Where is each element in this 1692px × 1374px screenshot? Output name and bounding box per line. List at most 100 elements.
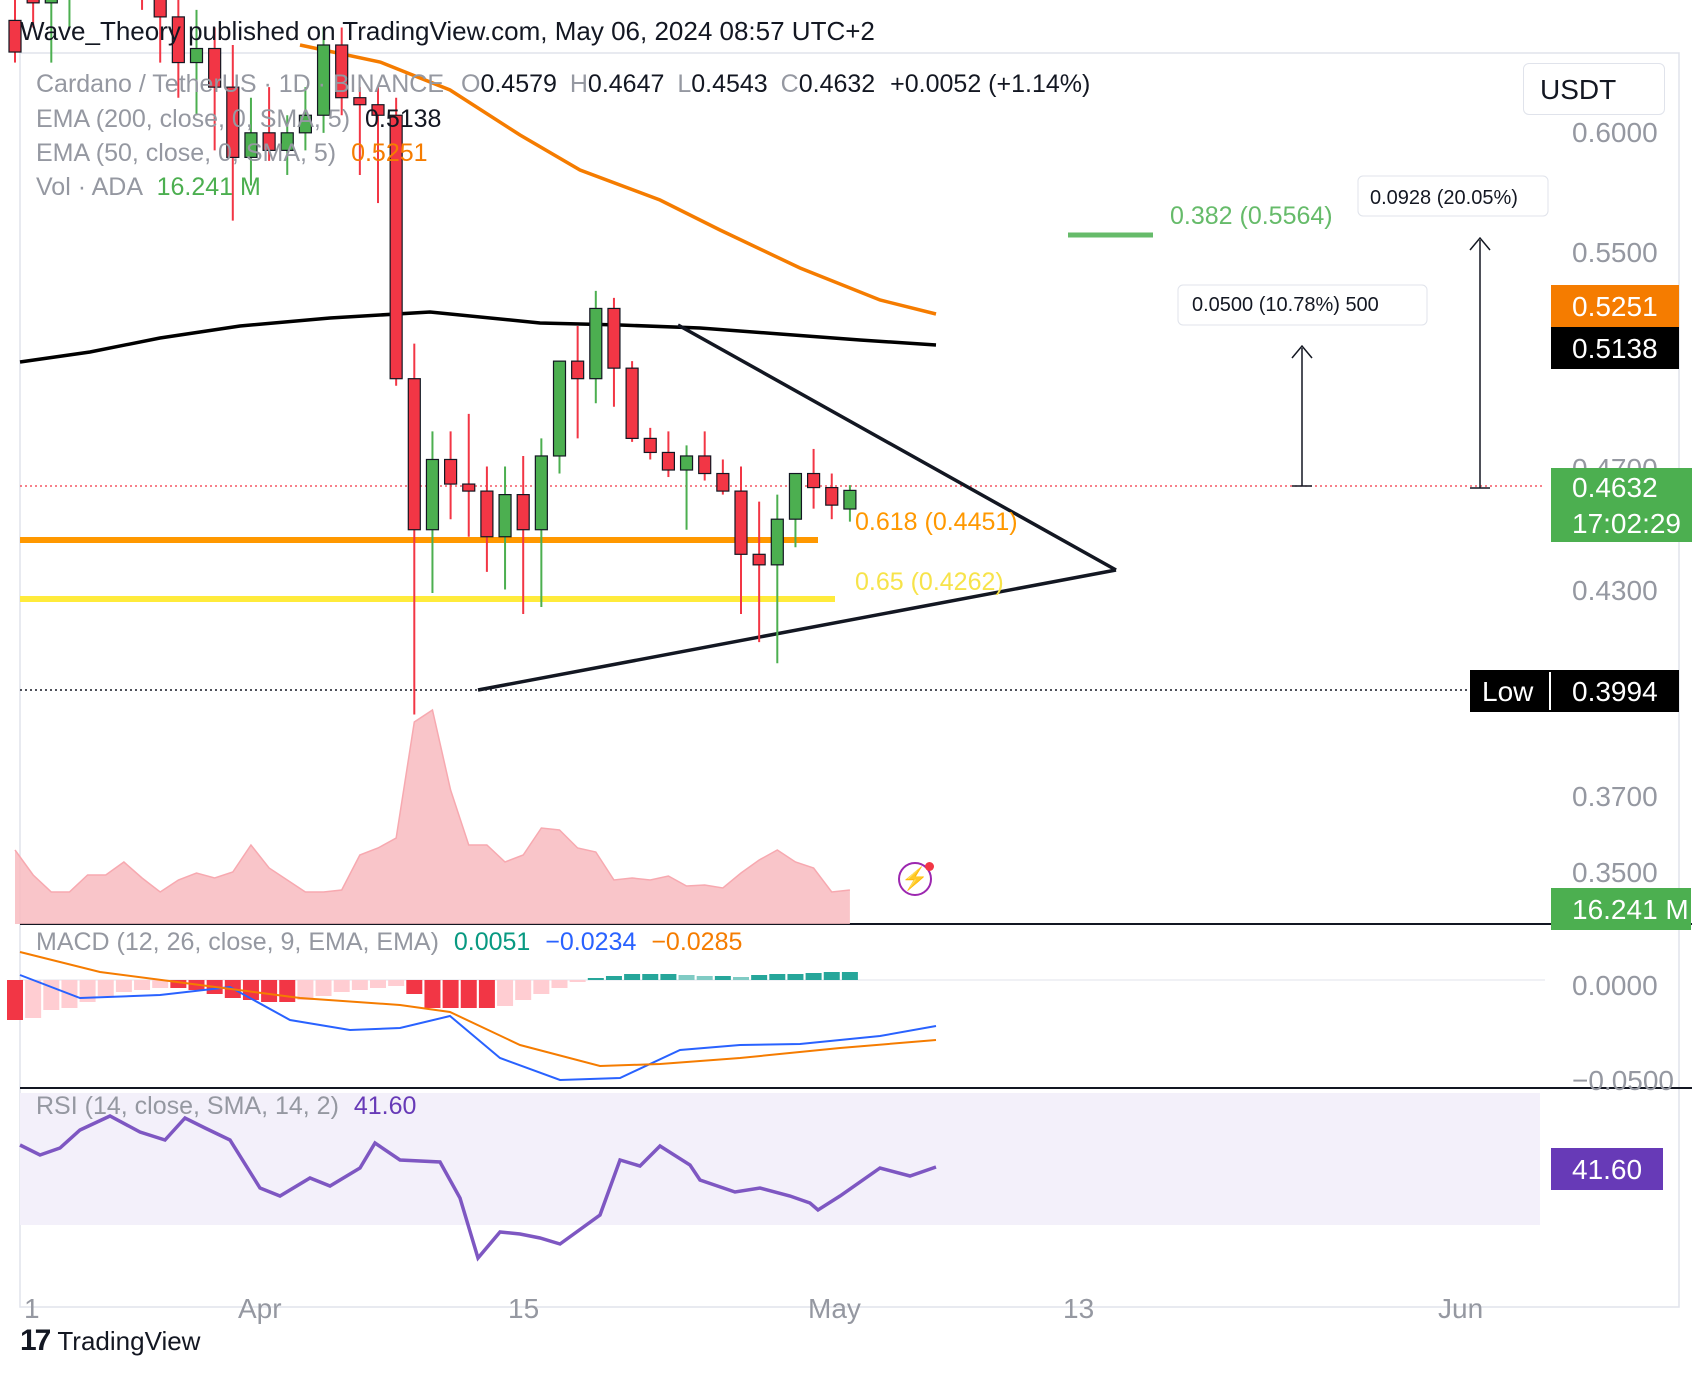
macd-hist-bar (242, 980, 259, 1000)
macd-hist-bar (769, 974, 786, 980)
macd-hist-bar (442, 980, 459, 1008)
high-value: 0.4647 (587, 70, 665, 98)
low-tag-label: Low (1482, 676, 1534, 707)
ema200-label: EMA (200, close, 0, SMA, 5) (36, 105, 351, 133)
measure-1-arrowhead (1291, 344, 1313, 487)
macd-hist-bar (279, 980, 296, 1002)
macd-hist-bar (460, 980, 477, 1008)
macd-hist-bar (297, 980, 314, 1000)
macd-hist-bar (388, 980, 405, 986)
candle-body (806, 472, 821, 489)
rsi-tag (1551, 1148, 1663, 1190)
last-price-tag (1551, 468, 1692, 542)
macd-hist-bar (261, 980, 278, 1002)
macd-hist-bar (424, 980, 441, 1008)
macd-hist-bar (787, 974, 804, 980)
candle-body (788, 472, 803, 520)
candle-body (244, 132, 258, 158)
tradingview-logo-icon[interactable]: 17 (20, 1324, 51, 1357)
candle-body (679, 455, 694, 471)
volume-label: Vol · ADA (36, 173, 142, 201)
candle-body (589, 307, 603, 380)
macd-signal-value: −0.0285 (651, 928, 743, 956)
candle-body (498, 494, 512, 538)
price-tick-label: 0.6000 (1572, 117, 1658, 148)
macd-hist-bar (515, 980, 532, 1000)
macd-hist-bar (624, 974, 641, 980)
candle-body (825, 486, 839, 506)
footer: 17 TradingView (20, 1324, 200, 1358)
currency-button[interactable]: USDT (1523, 63, 1665, 115)
macd-hist-bar (605, 976, 622, 980)
measure-2-label: 0.0928 (20.05%) (1370, 187, 1518, 209)
macd-signal-line (19, 951, 937, 1068)
macd-hist-bar (587, 978, 604, 980)
candle-body (171, 16, 185, 64)
volume-area (15, 710, 850, 924)
macd-hist-bar (478, 980, 495, 1008)
macd-line-value: −0.0234 (545, 928, 637, 956)
macd-hist-bar (497, 980, 514, 1006)
last-price-tag-label: 0.4632 (1572, 472, 1658, 503)
measure-2-box (1357, 175, 1549, 217)
candle-body (44, 0, 58, 4)
rsi-value: 41.60 (353, 1092, 417, 1120)
candle-body (734, 490, 748, 555)
macd-hist-bar (351, 980, 368, 990)
publisher-line: Wave_Theory published on TradingView.com… (20, 16, 875, 46)
open-value: 0.4579 (480, 70, 557, 98)
ema200-value: 0.5138 (364, 105, 442, 133)
candle-body (752, 553, 766, 566)
notification-dot (925, 862, 934, 871)
rsi-label: RSI (14, close, SMA, 14, 2) (36, 1092, 339, 1120)
macd-hist-bar (805, 973, 822, 980)
rsi-tag-label: 41.60 (1572, 1154, 1642, 1185)
change-value: +0.0052 (+1.14%) (890, 70, 1091, 98)
triangle-pattern (477, 323, 1117, 692)
candle-body (843, 489, 857, 510)
macd-hist-bar (25, 980, 42, 1018)
macd-hist-bar (696, 976, 713, 980)
macd-hist-bar (152, 980, 169, 988)
candle-body (335, 44, 349, 99)
price-tick-label: 0.3700 (1572, 781, 1658, 812)
low-tag (1470, 670, 1679, 712)
rsi-band (20, 1093, 1540, 1225)
candle-body (371, 104, 385, 116)
macd-hist-bar (533, 980, 550, 994)
rsi-legend: RSI (14, close, SMA, 14, 2) 41.60 (36, 1092, 416, 1121)
candle-body (26, 0, 40, 4)
ema50-label: EMA (50, close, 0, SMA, 5) (36, 139, 337, 167)
candle-body (353, 97, 367, 106)
candle-body (407, 378, 421, 531)
time-tick-label: 13 (1063, 1293, 1094, 1324)
candle-body (480, 490, 494, 538)
candle-body (316, 44, 331, 116)
open-label: O (460, 70, 481, 98)
time-tick-label: 15 (508, 1293, 539, 1324)
candle-body (770, 518, 784, 566)
macd-hist-value: 0.0051 (453, 928, 531, 956)
close-label: C (780, 70, 799, 98)
macd-hist-bar (134, 980, 151, 990)
footer-brand[interactable]: TradingView (57, 1325, 201, 1356)
candle-body (389, 114, 403, 380)
macd-hist-bar (642, 974, 659, 980)
candle-body (534, 455, 548, 531)
low-tag-value: 0.3994 (1572, 676, 1658, 707)
time-tick-label: Jun (1438, 1293, 1483, 1324)
candle-body (153, 0, 167, 18)
low-label: L (677, 70, 692, 98)
volume-tag (1551, 888, 1691, 930)
volume-value: 16.241 M (156, 173, 261, 201)
macd-hist-bar (406, 980, 423, 994)
macd-hist-bar (79, 980, 96, 1002)
candle-body (298, 114, 312, 134)
candle-body (698, 455, 712, 475)
ema200-line (19, 310, 937, 364)
candle-body (280, 132, 294, 151)
price-tick-label: 0.5500 (1572, 237, 1658, 268)
fib-0618-label: 0.618 (0.4451) (855, 508, 1018, 536)
ema50-line (299, 43, 937, 316)
